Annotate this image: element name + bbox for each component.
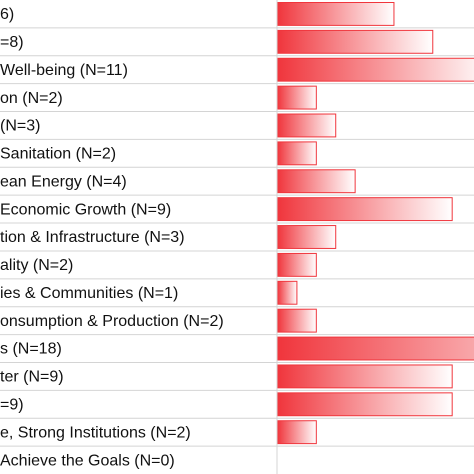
bar [277,308,317,333]
category-label: =8) [0,34,24,51]
bar [277,392,453,417]
bar [277,57,474,82]
category-label: Achieve the Goals (N=0) [0,452,175,469]
bar [277,85,317,110]
category-label: ean Energy (N=4) [0,173,127,190]
category-label: Economic Growth (N=9) [0,201,171,218]
bar [277,336,474,361]
bar [277,113,337,138]
category-label: ality (N=2) [0,257,73,274]
bar [277,141,317,166]
category-label: Sanitation (N=2) [0,146,116,163]
category-label: =9) [0,397,24,414]
bar [277,169,356,194]
bar [277,420,317,445]
category-label: onsumption & Production (N=2) [0,313,224,330]
category-label: on (N=2) [0,90,63,107]
category-label: ter (N=9) [0,369,64,386]
bar [277,29,434,54]
bar [277,280,298,305]
category-label: (N=3) [0,118,40,135]
category-label: e, Strong Institutions (N=2) [0,424,191,441]
rows: 6) =8) Well-being (N=11) on (N=2) (N=3) Sanit… [0,6,474,469]
category-label: ies & Communities (N=1) [0,285,178,302]
bar [277,252,317,277]
category-label: tion & Infrastructure (N=3) [0,229,185,246]
category-label: 6) [0,6,14,23]
category-label: s (N=18) [0,341,62,358]
bars [277,2,474,445]
bar [277,225,337,249]
bar [277,364,453,389]
bar [277,197,453,222]
category-label: Well-being (N=11) [0,62,128,79]
bar [277,2,395,26]
